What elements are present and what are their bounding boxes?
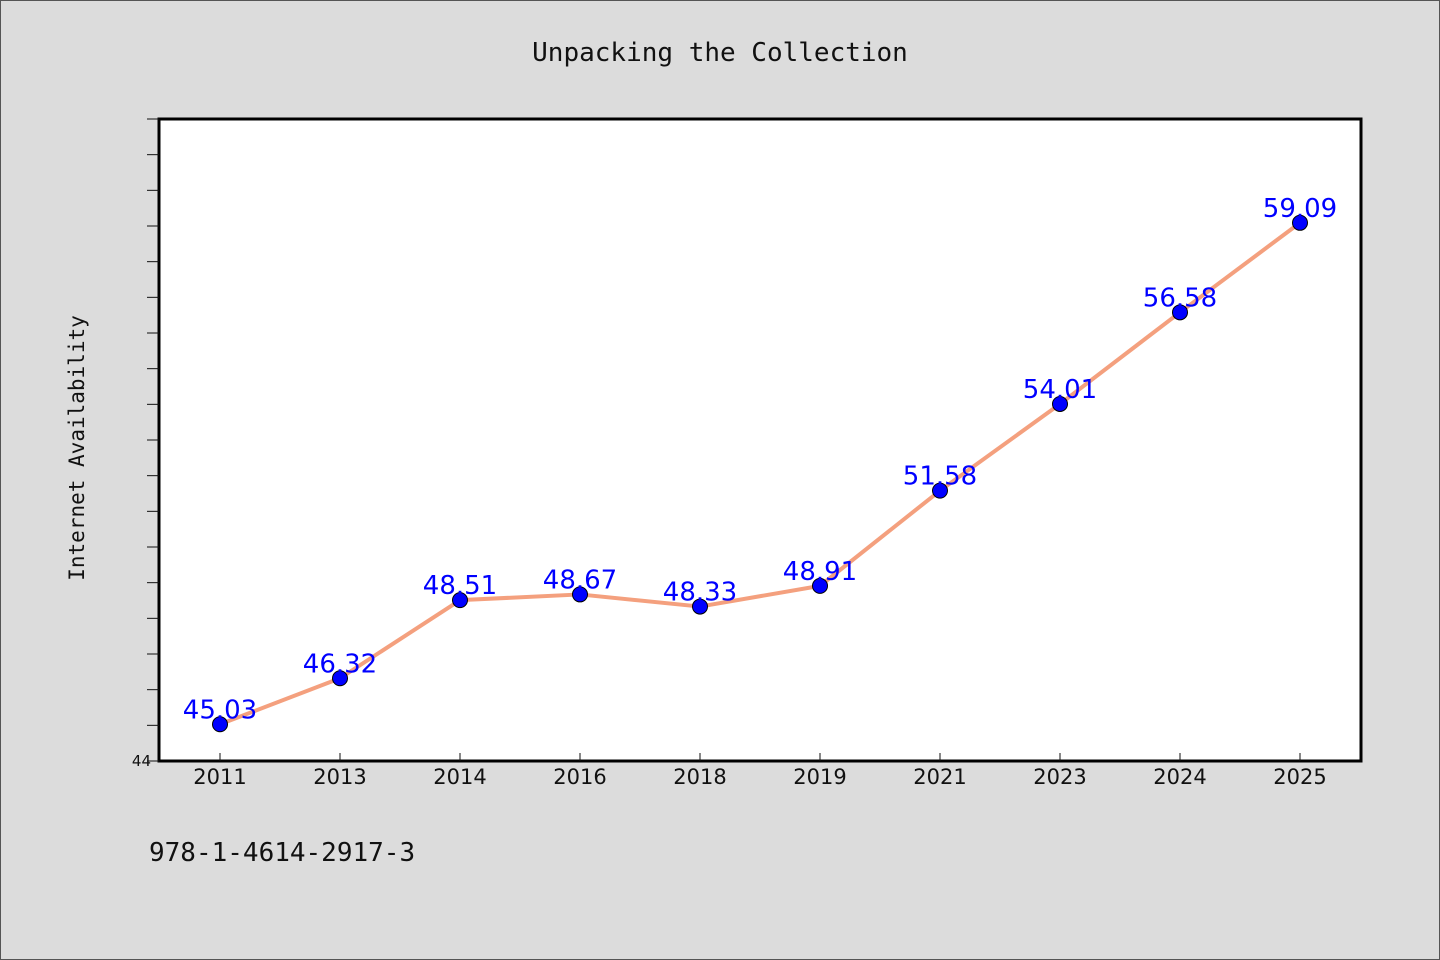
data-point-marker	[1172, 304, 1188, 321]
x-tick-label: 2018	[673, 765, 726, 789]
plot-area	[157, 117, 1363, 763]
x-tick-label: 2016	[553, 765, 606, 789]
chart-title: Unpacking the Collection	[532, 38, 908, 68]
y-axis-label: Internet Availability	[65, 315, 89, 581]
data-point-marker	[332, 670, 348, 687]
data-point-marker	[812, 577, 828, 594]
data-point-marker	[692, 598, 708, 615]
data-label: 48.33	[663, 578, 737, 608]
data-label: 48.91	[783, 557, 857, 587]
data-label: 51.58	[903, 462, 977, 492]
x-tick-label: 2021	[913, 765, 966, 789]
data-point-marker	[932, 482, 948, 499]
x-axis-ticks: 2011 2013 2014 2016 2018 2019 2021 2023 2024 2025	[193, 753, 1327, 789]
series-layer: 45.03 46.32 48.51 48.67 48.33 48.91 51.58 54.01…	[183, 194, 1337, 733]
x-tick-label: 2013	[313, 765, 366, 789]
x-tick-label: 2019	[793, 765, 846, 789]
y-tick-label: 44	[132, 752, 151, 770]
data-label: 56.58	[1143, 283, 1217, 313]
footnote-isbn: 978-1-4614-2917-3	[149, 838, 415, 868]
data-point-marker	[452, 592, 468, 609]
x-tick-label: 2011	[193, 765, 246, 789]
x-tick-label: 2025	[1273, 765, 1326, 789]
data-label: 48.51	[423, 571, 497, 601]
data-label: 45.03	[183, 695, 257, 725]
series-line	[218, 220, 1302, 727]
data-label: 48.67	[543, 565, 617, 595]
data-point-marker	[572, 586, 588, 603]
data-label: 59.09	[1263, 194, 1337, 224]
data-label: 46.32	[303, 649, 377, 679]
data-label: 54.01	[1023, 375, 1097, 405]
x-tick-label: 2024	[1153, 765, 1206, 789]
x-tick-label: 2014	[433, 765, 486, 789]
x-tick-label: 2023	[1033, 765, 1086, 789]
data-point-marker	[1292, 214, 1308, 231]
y-axis-ticks: 44	[132, 118, 159, 770]
data-point-marker	[1052, 395, 1068, 412]
data-point-marker	[212, 716, 228, 733]
